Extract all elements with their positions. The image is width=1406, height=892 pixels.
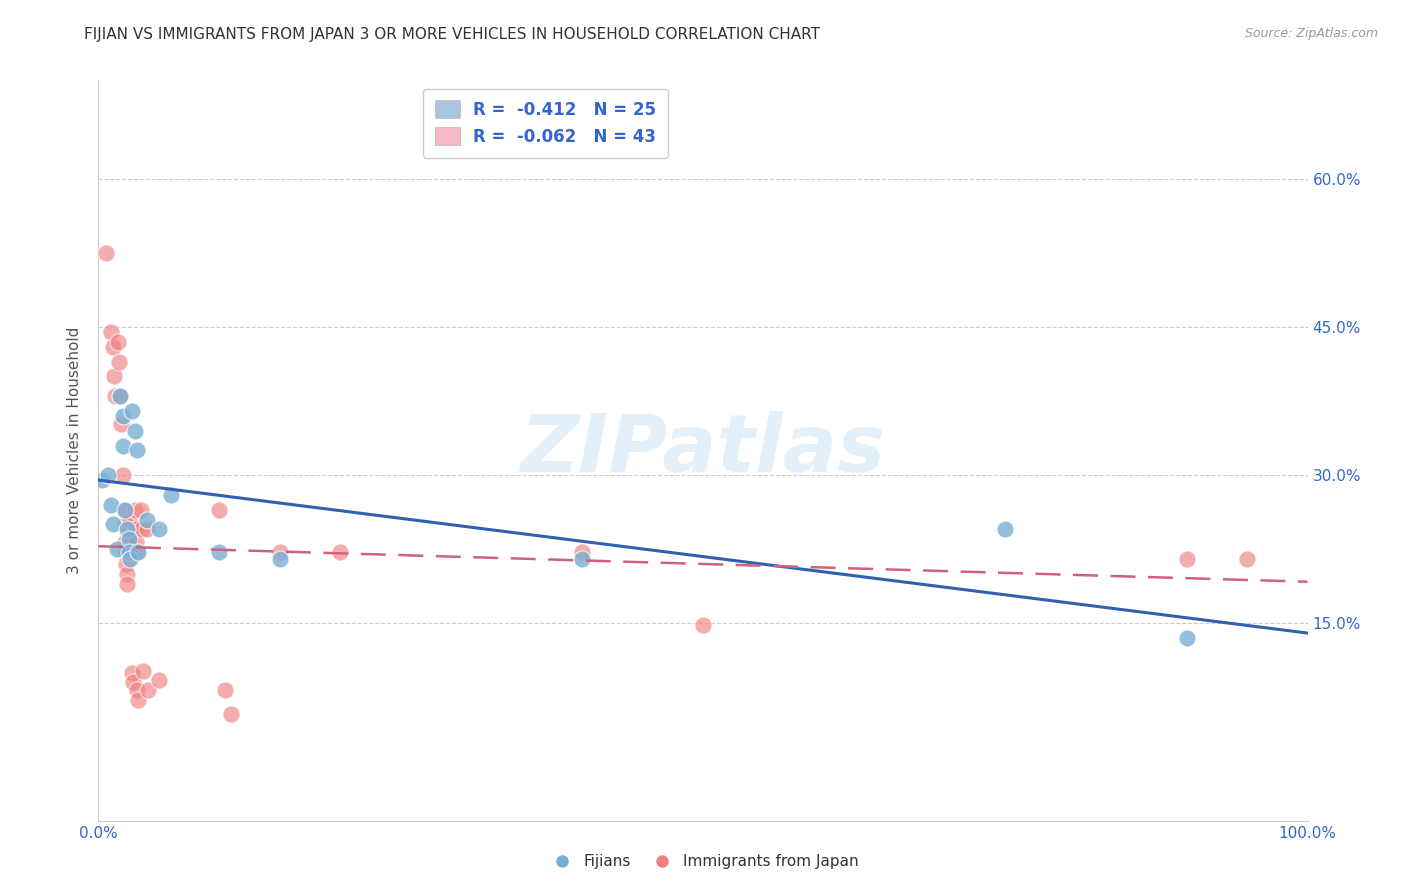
Point	[114, 535, 136, 549]
Point	[131, 523, 153, 537]
Point	[124, 424, 146, 438]
Point	[115, 557, 138, 571]
Point	[117, 523, 139, 537]
Point	[125, 535, 148, 549]
Point	[94, 246, 117, 260]
Point	[111, 409, 134, 423]
Point	[571, 545, 593, 559]
Point	[129, 502, 152, 516]
Point	[101, 517, 124, 532]
Point	[91, 473, 114, 487]
Point	[121, 404, 143, 418]
Point	[118, 545, 141, 559]
Point	[132, 664, 155, 678]
Point	[136, 683, 159, 698]
Point	[269, 552, 291, 566]
Point	[118, 533, 141, 547]
Point	[121, 545, 143, 559]
Point	[112, 502, 135, 516]
Point	[571, 552, 593, 566]
Point	[104, 389, 127, 403]
Point	[148, 523, 170, 537]
Point	[125, 523, 148, 537]
Point	[208, 545, 231, 559]
Point	[122, 675, 145, 690]
Point	[118, 552, 141, 566]
Text: ZIPatlas: ZIPatlas	[520, 411, 886, 490]
Point	[1175, 631, 1198, 645]
Point	[97, 468, 120, 483]
Point	[127, 545, 149, 559]
Legend: R =  -0.412   N = 25, R =  -0.062   N = 43: R = -0.412 N = 25, R = -0.062 N = 43	[423, 88, 668, 158]
Point	[135, 523, 157, 537]
Point	[107, 334, 129, 349]
Point	[1236, 552, 1258, 566]
Point	[100, 325, 122, 339]
Point	[100, 498, 122, 512]
Y-axis label: 3 or more Vehicles in Household: 3 or more Vehicles in Household	[67, 326, 83, 574]
Point	[110, 417, 132, 431]
Point	[329, 545, 352, 559]
Point	[117, 576, 139, 591]
Point	[692, 618, 714, 632]
Text: Source: ZipAtlas.com: Source: ZipAtlas.com	[1244, 27, 1378, 40]
Point	[160, 488, 183, 502]
Point	[127, 693, 149, 707]
Point	[135, 512, 157, 526]
Point	[120, 533, 142, 547]
Point	[214, 683, 236, 698]
Point	[108, 354, 131, 368]
Point	[118, 512, 141, 526]
Point	[1175, 552, 1198, 566]
Point	[108, 389, 131, 403]
Point	[111, 468, 134, 483]
Point	[121, 665, 143, 680]
Point	[103, 369, 125, 384]
Point	[208, 502, 231, 516]
Point	[105, 542, 128, 557]
Text: FIJIAN VS IMMIGRANTS FROM JAPAN 3 OR MORE VEHICLES IN HOUSEHOLD CORRELATION CHAR: FIJIAN VS IMMIGRANTS FROM JAPAN 3 OR MOR…	[84, 27, 820, 42]
Point	[114, 517, 136, 532]
Point	[148, 673, 170, 688]
Point	[124, 502, 146, 516]
Point	[114, 502, 136, 516]
Point	[127, 545, 149, 559]
Point	[117, 566, 139, 581]
Point	[994, 523, 1017, 537]
Point	[115, 545, 138, 559]
Point	[111, 438, 134, 452]
Point	[127, 683, 149, 698]
Legend: Fijians, Immigrants from Japan: Fijians, Immigrants from Japan	[541, 848, 865, 875]
Point	[108, 389, 131, 403]
Point	[221, 706, 243, 721]
Point	[269, 545, 291, 559]
Point	[127, 443, 149, 458]
Point	[101, 340, 124, 354]
